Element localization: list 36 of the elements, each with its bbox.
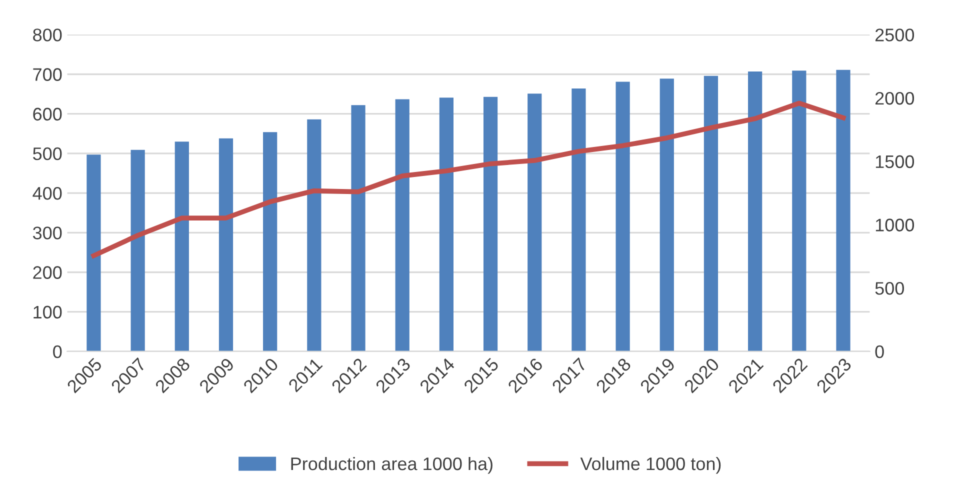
y2-tick-label: 1500	[876, 155, 914, 168]
bar	[660, 78, 674, 352]
line-series	[91, 100, 846, 258]
bar	[792, 70, 806, 352]
bar	[748, 71, 762, 352]
y-tick-label: 100	[34, 306, 62, 319]
bar	[836, 70, 850, 352]
bar	[572, 88, 586, 352]
bar	[483, 96, 498, 352]
bar	[130, 150, 145, 352]
bar	[616, 82, 630, 352]
bar	[528, 94, 542, 352]
y2-tick-label: 2000	[875, 92, 914, 105]
y2-tick-label: 500	[875, 282, 904, 295]
bar	[307, 119, 322, 352]
y-tick-label: 400	[32, 186, 62, 200]
y2-tick-label: 2500	[875, 28, 914, 42]
bar	[395, 99, 410, 352]
y2-tick-label: 1000	[876, 218, 914, 232]
bar	[218, 138, 234, 352]
y-tick-label: 0	[53, 345, 62, 358]
bar	[704, 76, 718, 352]
legend-label: Volume 1000 ton)	[580, 456, 721, 474]
y-tick-label: 800	[33, 28, 62, 42]
legend-label: Production area 1000 ha)	[291, 456, 492, 474]
bar	[174, 142, 189, 352]
y2-tick-label: 0	[875, 345, 884, 358]
bar	[351, 105, 366, 352]
y-tick-label: 500	[33, 147, 62, 160]
y-tick-label: 700	[33, 68, 62, 81]
bar	[263, 132, 278, 352]
bar	[439, 98, 454, 352]
y-tick-label: 200	[33, 266, 62, 279]
bar	[86, 154, 101, 352]
y-tick-label: 300	[32, 226, 62, 240]
y-tick-label: 600	[33, 108, 62, 121]
